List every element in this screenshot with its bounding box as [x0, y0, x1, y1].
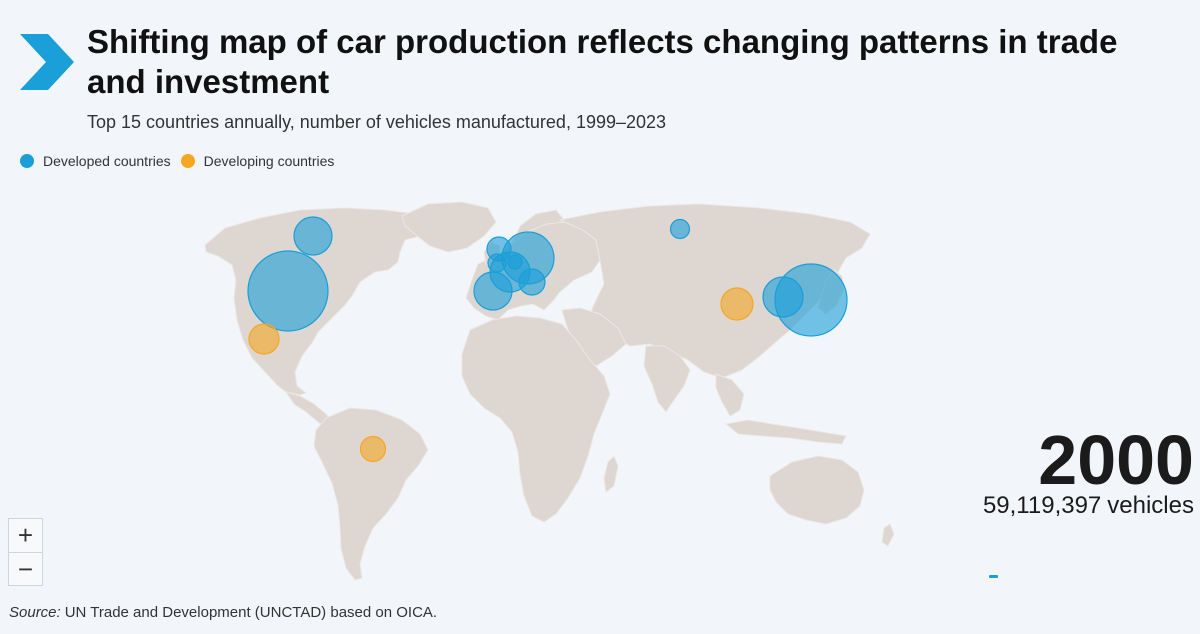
bubble-spain[interactable]	[487, 253, 507, 273]
page-subtitle: Top 15 countries annually, number of veh…	[87, 112, 667, 132]
source-note: Source: UN Trade and Development (UNCTAD)…	[9, 604, 437, 621]
chevron-right-icon	[20, 34, 74, 90]
land-indonesia	[724, 419, 847, 445]
land-scandinavia	[511, 209, 567, 245]
page-title: Shifting map of car production reflects …	[87, 23, 1118, 100]
zoom-control: + −	[8, 518, 43, 586]
minus-icon: −	[17, 553, 34, 584]
land-africa	[461, 315, 611, 523]
legend-label-developed: Developed countries	[43, 153, 171, 169]
land-india	[643, 345, 691, 413]
bubble-czechia[interactable]	[518, 268, 546, 296]
bubble-united-states[interactable]	[247, 250, 329, 332]
zoom-in-button[interactable]: +	[9, 519, 42, 552]
legend-item-developing[interactable]: Developing countries	[180, 153, 335, 169]
bubble-belgium[interactable]	[507, 254, 523, 270]
bubble-mexico[interactable]	[248, 323, 280, 355]
vehicle-total-value: 59,119,397	[982, 492, 1102, 519]
current-year: 2000	[1038, 421, 1194, 499]
vehicle-total-unit: vehicles	[1107, 492, 1194, 519]
legend-label-developing: Developing countries	[203, 153, 335, 169]
world-map[interactable]	[0, 180, 1200, 600]
bubble-china[interactable]	[720, 287, 754, 321]
timeline-handle[interactable]	[989, 575, 998, 578]
source-label: Source:	[9, 604, 61, 621]
bubble-russia[interactable]	[669, 218, 691, 240]
bubble-japan[interactable]	[774, 263, 848, 337]
bubble-italy[interactable]	[473, 271, 513, 311]
land-australia	[769, 455, 865, 525]
land-south-america	[313, 407, 429, 581]
legend: Developed countries Developing countries	[20, 153, 344, 169]
vehicle-total: 59,119,397 vehicles	[983, 492, 1194, 520]
land-asia	[558, 203, 871, 379]
legend-swatch-developed	[20, 154, 34, 168]
land-new-zealand	[881, 523, 895, 547]
zoom-out-button[interactable]: −	[9, 552, 42, 585]
bubble-layer[interactable]	[247, 216, 848, 463]
bubble-canada[interactable]	[293, 216, 333, 256]
legend-swatch-developing	[180, 154, 195, 168]
plus-icon: +	[17, 520, 34, 550]
land-madagascar	[603, 455, 619, 493]
legend-item-developed[interactable]: Developed countries	[20, 153, 171, 169]
bubble-brazil[interactable]	[359, 435, 387, 463]
land-southeast-asia	[715, 373, 745, 417]
source-text: UN Trade and Development (UNCTAD) based …	[64, 604, 438, 621]
land-greenland	[401, 201, 497, 253]
